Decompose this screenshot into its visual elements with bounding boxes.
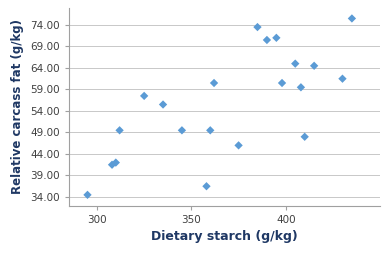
X-axis label: Dietary starch (g/kg): Dietary starch (g/kg) <box>151 230 298 243</box>
Point <box>279 81 285 85</box>
Point <box>179 128 185 132</box>
Point <box>273 36 279 40</box>
Point <box>254 25 261 29</box>
Y-axis label: Relative carcass fat (g/kg): Relative carcass fat (g/kg) <box>11 19 24 194</box>
Point <box>339 77 346 81</box>
Point <box>203 184 210 188</box>
Point <box>264 38 270 42</box>
Point <box>311 64 317 68</box>
Point <box>236 143 242 148</box>
Point <box>207 128 213 132</box>
Point <box>211 81 217 85</box>
Point <box>84 193 91 197</box>
Point <box>292 62 298 66</box>
Point <box>113 161 119 165</box>
Point <box>141 94 147 98</box>
Point <box>116 128 123 132</box>
Point <box>160 103 166 107</box>
Point <box>301 135 308 139</box>
Point <box>349 16 355 21</box>
Point <box>109 163 115 167</box>
Point <box>298 85 304 89</box>
